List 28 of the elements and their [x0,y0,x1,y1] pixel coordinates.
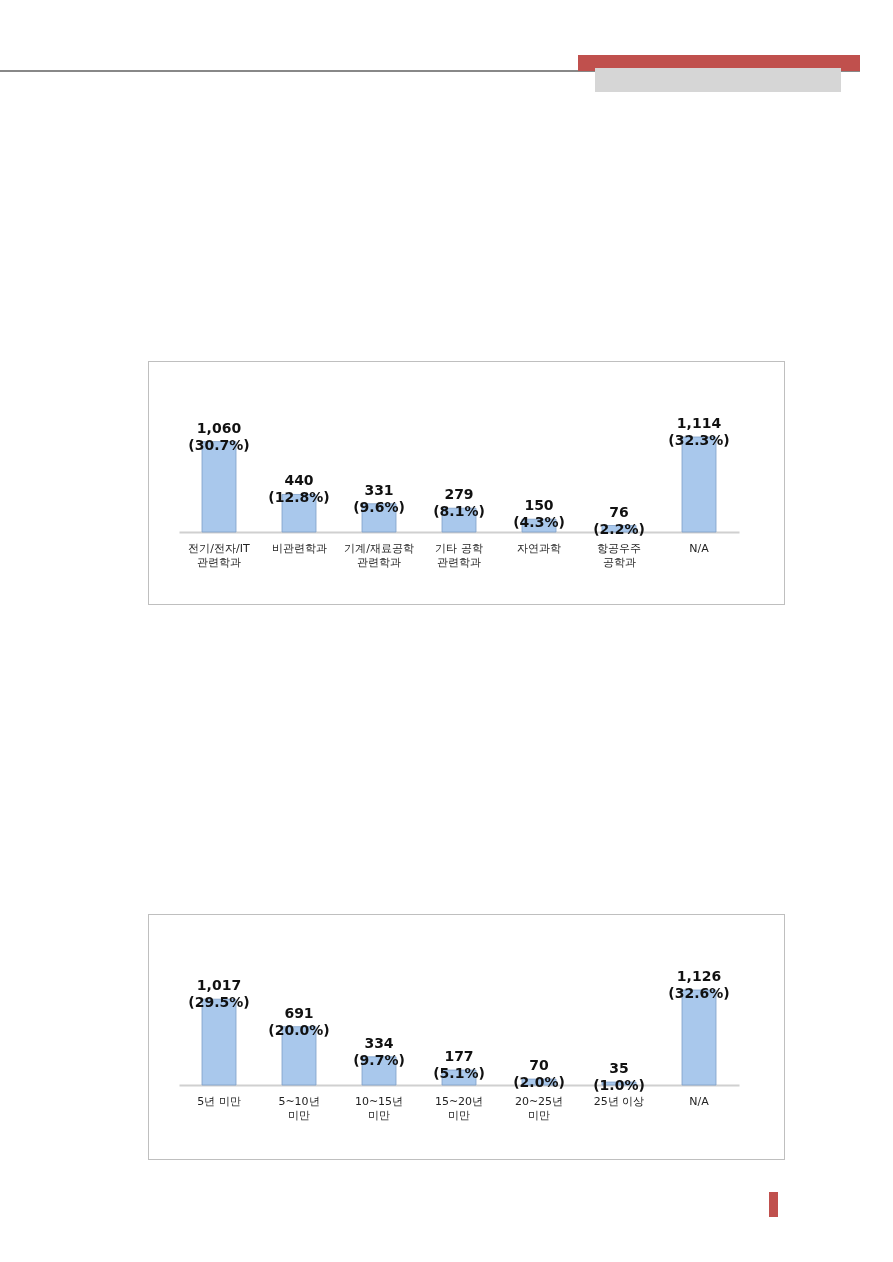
data-label: 331 (9.6%) [353,481,405,515]
x-tick-label: 15~20년 미만 [434,1094,484,1122]
data-label: 279 (8.1%) [433,486,485,520]
data-label: 440 (12.8%) [268,472,330,506]
data-label: 177 (5.1%) [433,1048,485,1082]
data-label: 1,114 (32.3%) [668,415,730,448]
x-tick-label: 25년 이상 [593,1094,645,1108]
data-label: 76 (2.2%) [593,503,645,537]
data-label: 1,126 (32.6%) [668,968,730,1001]
x-tick-label: 5~10년 미만 [278,1094,320,1122]
x-tick-label: 기타 공학 관련학과 [435,541,483,569]
x-tick-label: 10~15년 미만 [354,1094,404,1122]
x-tick-label: N/A [689,1094,710,1108]
data-label: 1,017 (29.5%) [188,977,250,1011]
x-tick-label: 비관련학과 [271,541,327,555]
x-tick-label: 기계/재료공학 관련학과 [344,541,414,569]
x-tick-label: 전기/전자/IT 관련학과 [188,541,250,569]
x-tick-label: 항공우주 공학과 [597,541,641,569]
data-label: 150 (4.3%) [513,497,565,531]
x-tick-label: 20~25년 미만 [514,1094,564,1122]
x-tick-label: 자연과학 [517,541,561,555]
x-tick-label: 5년 미만 [197,1094,241,1108]
data-label: 691 (20.0%) [268,1004,330,1038]
x-tick-label: N/A [689,541,710,555]
data-label: 70 (2.0%) [513,1057,565,1091]
data-label: 334 (9.7%) [353,1034,405,1068]
data-label: 35 (1.0%) [593,1060,645,1094]
data-label: 1,060 (30.7%) [188,419,250,453]
